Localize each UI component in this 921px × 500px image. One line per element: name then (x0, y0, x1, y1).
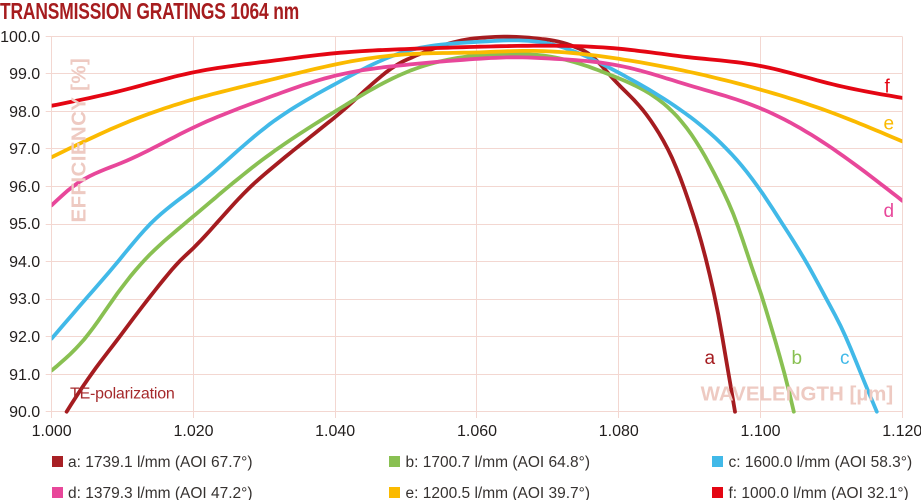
svg-text:b: b (792, 348, 803, 369)
svg-text:c: c (840, 348, 850, 369)
svg-text:f: f (885, 76, 891, 97)
svg-text:e: e (884, 114, 895, 135)
svg-text:EFFICIENCY [%]: EFFICIENCY [%] (68, 58, 91, 223)
svg-text:d: d (884, 201, 895, 222)
svg-text:WAVELENGTH [µm]: WAVELENGTH [µm] (701, 382, 894, 405)
svg-text:a: a (705, 348, 716, 369)
svg-text:TE-polarization: TE-polarization (70, 386, 175, 403)
